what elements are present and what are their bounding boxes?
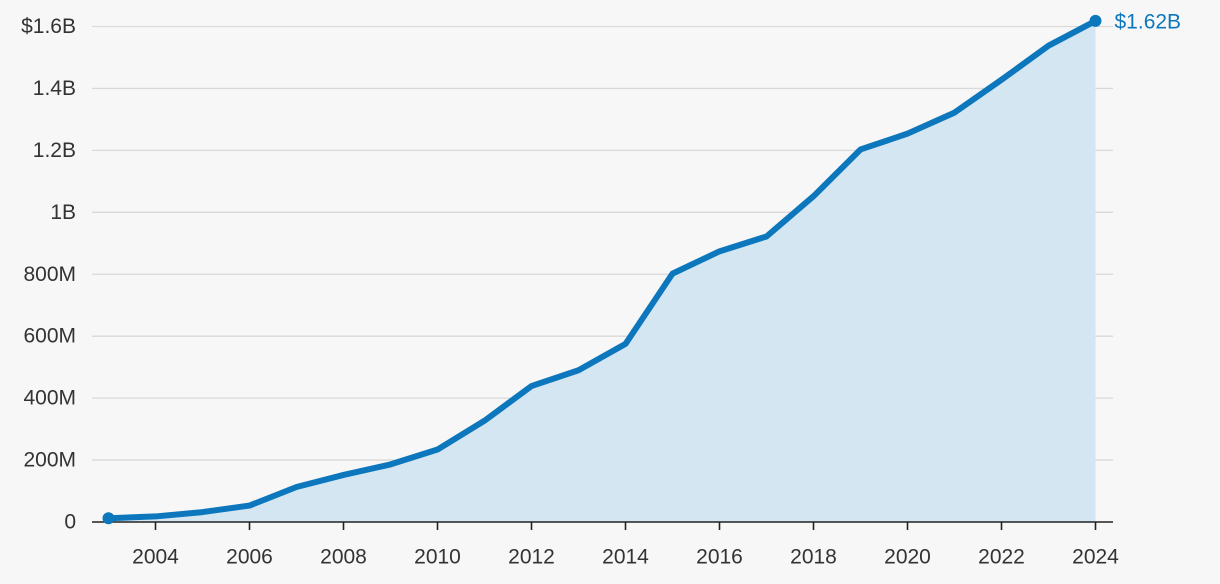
x-tick-label: 2016 (696, 546, 743, 569)
y-tick-label: 1.4B (33, 77, 76, 100)
y-axis-tick-labels: 0 200M 400M 600M 800M 1B 1.2B 1.4B $1.6B (21, 15, 76, 534)
y-tick-label: 1.2B (33, 139, 76, 162)
x-tick-label: 2004 (132, 546, 179, 569)
x-axis: 2004 2006 2008 2010 2012 2014 2016 2018 2020 2022… (92, 521, 1119, 569)
x-tick-label: 2014 (602, 546, 649, 569)
y-tick-label: 800M (23, 263, 76, 286)
x-tick-label: 2018 (790, 546, 837, 569)
x-tick-label: 2020 (884, 546, 931, 569)
series-line (105, 17, 1099, 522)
y-tick-label: 0 (64, 511, 76, 534)
y-tick-label: 400M (23, 387, 76, 410)
x-tick-label: 2022 (978, 546, 1025, 569)
end-point-marker (1089, 14, 1102, 27)
start-point-marker (102, 512, 115, 525)
y-tick-label: 600M (23, 325, 76, 348)
line-layer (105, 17, 1099, 522)
x-tick-label: 2008 (320, 546, 367, 569)
y-tick-label: 1B (50, 201, 76, 224)
y-tick-label: $1.6B (21, 15, 76, 38)
points-layer (102, 14, 1102, 525)
x-tick-label: 2010 (414, 546, 461, 569)
x-tick-label: 2006 (226, 546, 273, 569)
x-tick-label: 2024 (1072, 546, 1119, 569)
gridlines (92, 25, 1113, 461)
area-fill (108, 20, 1096, 522)
end-value-label: $1.62B (1115, 10, 1182, 33)
area-layer (108, 20, 1096, 522)
x-tick-label: 2012 (508, 546, 555, 569)
y-tick-label: 200M (23, 449, 76, 472)
